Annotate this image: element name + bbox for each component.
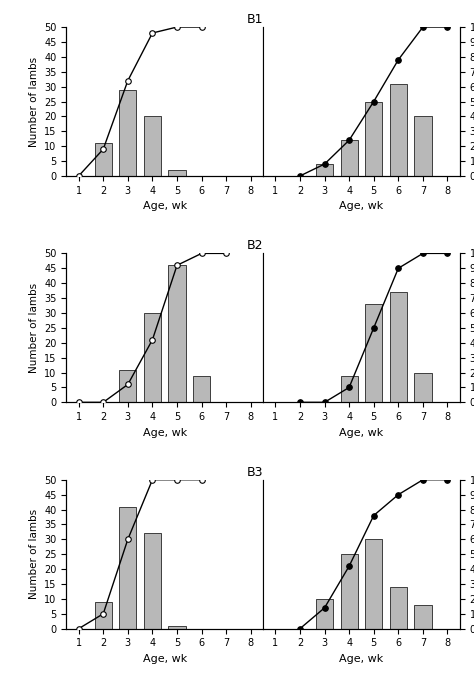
Bar	[365, 539, 383, 629]
Bar	[414, 605, 431, 629]
X-axis label: Age, wk: Age, wk	[143, 654, 187, 664]
Bar	[316, 164, 333, 176]
Bar	[340, 140, 358, 176]
Bar	[365, 101, 383, 176]
Bar	[414, 116, 431, 176]
Bar	[365, 304, 383, 402]
Bar	[119, 506, 137, 629]
X-axis label: Age, wk: Age, wk	[339, 654, 383, 664]
Bar	[144, 533, 161, 629]
Bar	[168, 265, 186, 402]
X-axis label: Age, wk: Age, wk	[143, 428, 187, 437]
Text: B2: B2	[246, 239, 263, 252]
Bar	[390, 84, 407, 176]
Y-axis label: Number of lambs: Number of lambs	[28, 56, 38, 147]
Text: B3: B3	[246, 466, 263, 479]
Bar	[414, 372, 431, 402]
Y-axis label: Number of lambs: Number of lambs	[28, 283, 38, 373]
Bar	[340, 375, 358, 402]
Bar	[95, 143, 112, 176]
Bar	[168, 626, 186, 629]
Text: B1: B1	[246, 13, 263, 26]
Y-axis label: Number of lambs: Number of lambs	[28, 509, 38, 600]
X-axis label: Age, wk: Age, wk	[143, 201, 187, 211]
Bar	[144, 313, 161, 402]
Bar	[95, 602, 112, 629]
Bar	[340, 554, 358, 629]
Bar	[168, 170, 186, 176]
Bar	[316, 599, 333, 629]
Bar	[390, 292, 407, 402]
Bar	[144, 116, 161, 176]
X-axis label: Age, wk: Age, wk	[339, 201, 383, 211]
Bar	[119, 90, 137, 176]
Bar	[119, 370, 137, 402]
Bar	[193, 375, 210, 402]
X-axis label: Age, wk: Age, wk	[339, 428, 383, 437]
Bar	[390, 587, 407, 629]
